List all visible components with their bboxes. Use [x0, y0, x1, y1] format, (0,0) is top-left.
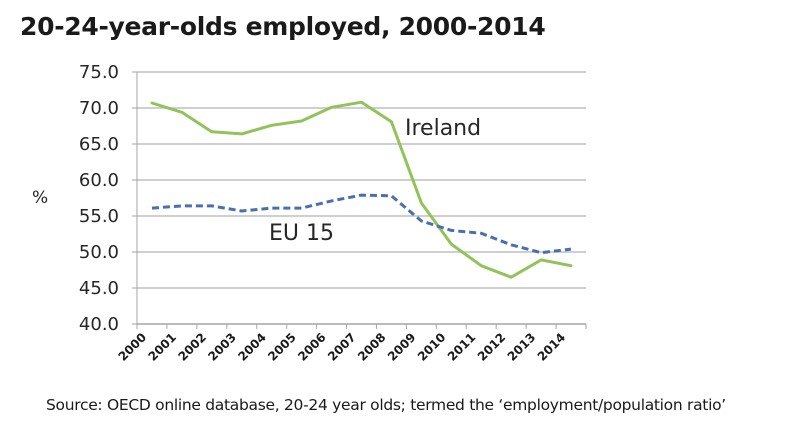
y-tick-label: 50.0 — [79, 242, 119, 263]
y-tick-label: 55.0 — [79, 206, 119, 227]
y-tick-label: 60.0 — [79, 170, 119, 191]
x-tick-labels: 2000200120022003200420052006200720082009… — [116, 330, 569, 364]
x-tick-label: 2004 — [235, 330, 269, 364]
x-tick-label: 2013 — [505, 330, 539, 364]
x-tick-label: 2011 — [445, 330, 479, 364]
x-tick-label: 2002 — [175, 330, 209, 364]
x-tick-label: 2007 — [325, 330, 359, 364]
x-tick-label: 2000 — [116, 330, 150, 364]
source-note: Source: OECD online database, 20-24 year… — [46, 396, 726, 414]
x-tick-label: 2014 — [535, 330, 569, 364]
x-tick-label: 2009 — [385, 330, 419, 364]
x-tick-label: 2003 — [205, 330, 239, 364]
series-line-ireland — [150, 100, 573, 279]
series-label-eu15: EU 15 — [269, 221, 334, 246]
x-tick-label: 2001 — [146, 330, 180, 364]
gridlines — [137, 71, 586, 289]
y-axis-label: % — [32, 188, 48, 208]
x-tick-label: 2012 — [475, 330, 509, 364]
y-tick-label: 70.0 — [79, 98, 119, 119]
axes — [132, 71, 587, 329]
series-lines — [150, 100, 573, 279]
y-tick-label: 65.0 — [79, 134, 119, 155]
y-tick-label: 75.0 — [79, 62, 119, 83]
y-tick-labels: 40.0 45.0 50.0 55.0 60.0 65.0 70.0 75.0 — [79, 62, 119, 335]
series-label-ireland: Ireland — [405, 116, 481, 141]
y-tick-label: 45.0 — [79, 278, 119, 299]
chart-title: 20-24-year-olds employed, 2000-2014 — [20, 12, 546, 41]
series-line-eu15 — [151, 193, 572, 255]
x-tick-label: 2005 — [265, 330, 299, 364]
x-tick-label: 2010 — [415, 330, 449, 364]
y-tick-label: 40.0 — [79, 314, 119, 335]
x-tick-label: 2006 — [295, 330, 329, 364]
x-tick-label: 2008 — [355, 330, 389, 364]
